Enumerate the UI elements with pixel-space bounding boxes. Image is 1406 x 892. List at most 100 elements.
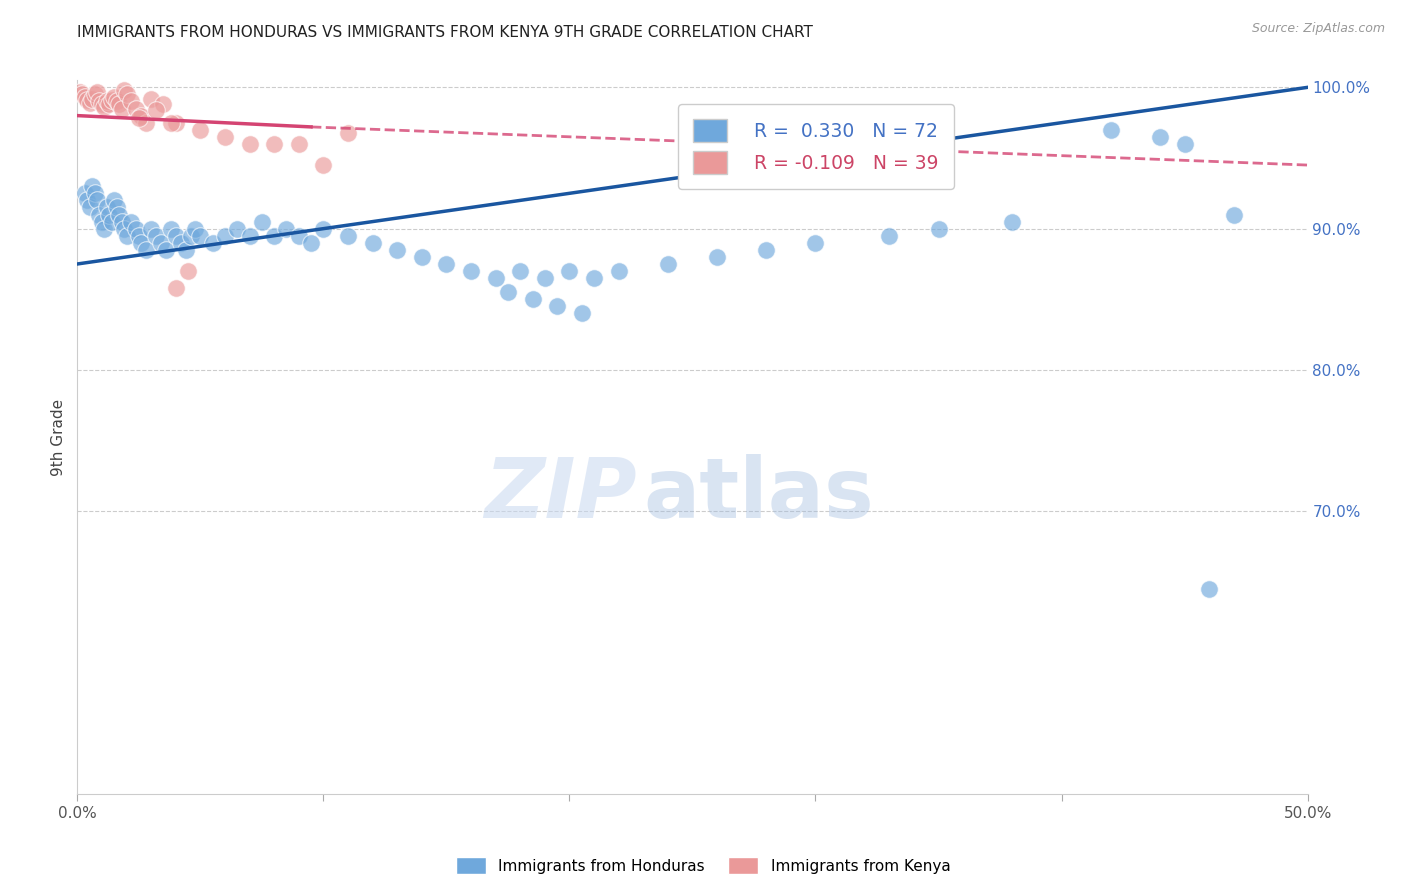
Point	[299, 235, 322, 250]
Point	[103, 194, 125, 208]
Point	[121, 214, 143, 228]
Point	[86, 194, 108, 208]
Point	[115, 228, 138, 243]
Point	[125, 102, 148, 116]
Text: ZIP: ZIP	[485, 454, 637, 534]
Point	[1174, 136, 1197, 151]
Point	[201, 235, 224, 250]
Point	[69, 85, 91, 99]
Point	[214, 129, 236, 144]
Point	[105, 201, 128, 215]
Point	[111, 102, 132, 116]
Point	[263, 228, 285, 243]
Point	[522, 293, 544, 307]
Point	[312, 158, 335, 172]
Point	[155, 243, 177, 257]
Point	[174, 243, 197, 257]
Point	[79, 201, 101, 215]
Point	[263, 136, 285, 151]
Point	[177, 264, 200, 278]
Point	[86, 85, 108, 99]
Point	[1149, 129, 1171, 144]
Point	[108, 207, 131, 221]
Point	[108, 97, 131, 112]
Point	[101, 214, 124, 228]
Point	[111, 214, 132, 228]
Point	[73, 90, 96, 104]
Point	[509, 264, 531, 278]
Text: IMMIGRANTS FROM HONDURAS VS IMMIGRANTS FROM KENYA 9TH GRADE CORRELATION CHART: IMMIGRANTS FROM HONDURAS VS IMMIGRANTS F…	[77, 25, 813, 40]
Point	[101, 93, 124, 107]
Point	[152, 97, 174, 112]
Point	[112, 221, 135, 235]
Point	[387, 243, 409, 257]
Point	[165, 116, 187, 130]
Point	[226, 221, 249, 235]
Point	[250, 214, 273, 228]
Point	[558, 264, 581, 278]
Point	[214, 228, 236, 243]
Point	[607, 264, 630, 278]
Point	[73, 186, 96, 201]
Point	[82, 92, 104, 106]
Point	[165, 228, 187, 243]
Point	[239, 136, 262, 151]
Point	[93, 100, 115, 114]
Point	[879, 228, 901, 243]
Point	[121, 95, 143, 109]
Point	[288, 228, 311, 243]
Point	[90, 214, 114, 228]
Point	[534, 271, 557, 285]
Point	[583, 271, 606, 285]
Point	[657, 257, 679, 271]
Point	[128, 228, 150, 243]
Point	[460, 264, 482, 278]
Point	[160, 221, 183, 235]
Point	[411, 250, 433, 264]
Point	[804, 235, 827, 250]
Point	[190, 122, 212, 136]
Point	[160, 116, 183, 130]
Point	[755, 243, 778, 257]
Legend: Immigrants from Honduras, Immigrants from Kenya: Immigrants from Honduras, Immigrants fro…	[450, 851, 956, 880]
Point	[79, 95, 101, 110]
Point	[170, 235, 193, 250]
Point	[89, 207, 111, 221]
Point	[706, 250, 728, 264]
Point	[131, 109, 153, 123]
Text: Source: ZipAtlas.com: Source: ZipAtlas.com	[1251, 22, 1385, 36]
Point	[125, 221, 148, 235]
Point	[90, 97, 114, 112]
Point	[546, 299, 568, 313]
Point	[70, 87, 93, 102]
Point	[98, 97, 121, 112]
Legend:   R =  0.330   N = 72,   R = -0.109   N = 39: R = 0.330 N = 72, R = -0.109 N = 39	[679, 104, 953, 189]
Point	[145, 228, 167, 243]
Point	[82, 179, 104, 194]
Point	[928, 221, 950, 235]
Point	[337, 126, 360, 140]
Point	[1001, 214, 1024, 228]
Point	[312, 221, 335, 235]
Point	[337, 228, 360, 243]
Point	[96, 201, 118, 215]
Point	[165, 281, 187, 295]
Point	[103, 90, 125, 104]
Point	[115, 87, 138, 102]
Point	[93, 221, 115, 235]
Point	[145, 103, 167, 117]
Point	[105, 95, 128, 109]
Point	[98, 207, 121, 221]
Point	[96, 95, 118, 109]
Point	[1223, 207, 1246, 221]
Point	[135, 116, 157, 130]
Point	[485, 271, 508, 285]
Point	[1198, 582, 1220, 596]
Y-axis label: 9th Grade: 9th Grade	[51, 399, 66, 475]
Point	[76, 194, 98, 208]
Text: atlas: atlas	[644, 454, 875, 534]
Point	[89, 95, 111, 109]
Point	[361, 235, 384, 250]
Point	[190, 228, 212, 243]
Point	[141, 92, 163, 106]
